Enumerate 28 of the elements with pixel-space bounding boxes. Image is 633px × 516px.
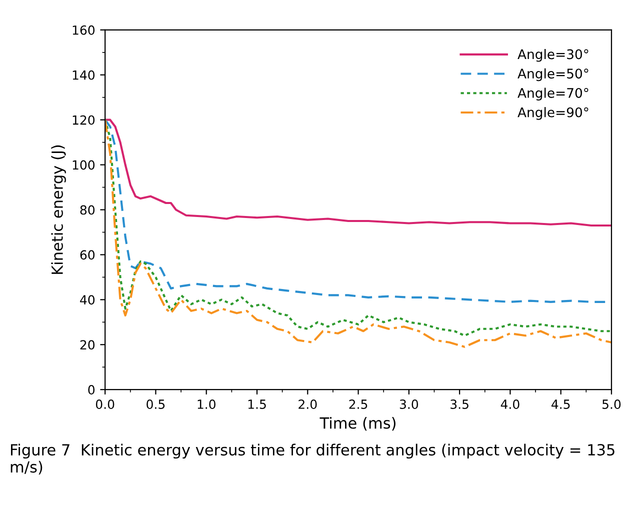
y-tick-label: 100 (72, 160, 95, 170)
x-tick-label: 4.0 (500, 400, 520, 409)
line-series (105, 118, 612, 227)
x-tick-label: 1.0 (198, 400, 216, 409)
x-tick-label: 2.5 (349, 400, 368, 409)
y-tick-label: 20 (80, 340, 95, 350)
legend-label: Angle=90° (518, 107, 588, 120)
y-tick-label: 60 (80, 250, 95, 260)
y-tick-label: 80 (80, 205, 95, 215)
y-tick-label: 40 (80, 295, 95, 305)
y-tick-label: 0 (88, 385, 95, 395)
x-tick-label: 4.5 (552, 400, 570, 409)
y-tick-label: 140 (72, 70, 95, 80)
y-axis-title: Kinetic energy (J) (51, 145, 66, 274)
x-tick-label: 3.5 (450, 400, 468, 409)
x-tick-label: 2.0 (298, 400, 317, 409)
x-axis-title: Time (ms) (320, 416, 396, 431)
x-tick-label: 0.0 (96, 400, 114, 409)
caption: Figure 7 Kinetic energy versus time for different angles (impact velocity = 135 m/s) (10, 444, 614, 474)
x-tick-label: 0.5 (146, 400, 165, 409)
x-tick-label: 5.0 (602, 400, 621, 409)
legend-label: Angle=50° (518, 68, 588, 82)
y-tick-label: 160 (72, 25, 95, 35)
x-tick-label: 1.5 (248, 400, 266, 409)
legend-label: Angle=30° (518, 48, 588, 62)
legend-label: Angle=70° (518, 88, 588, 100)
y-tick-label: 120 (72, 115, 95, 125)
x-tick-label: 3.0 (400, 400, 418, 409)
